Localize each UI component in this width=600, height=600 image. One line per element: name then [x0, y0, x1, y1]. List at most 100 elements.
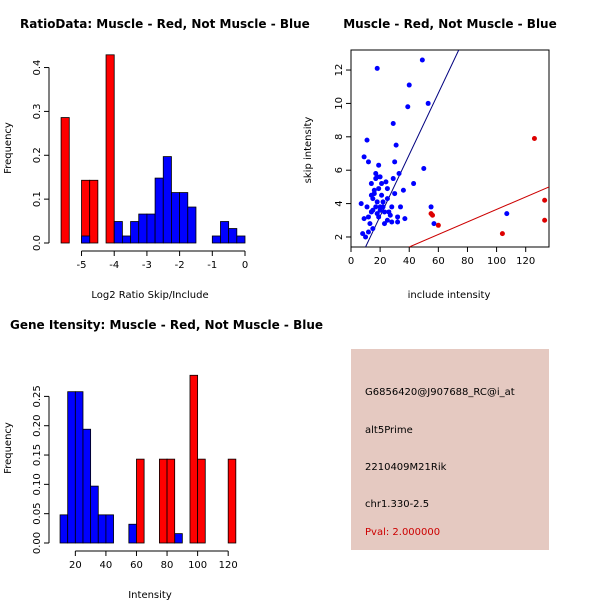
ratio-bar-not-muscle-7	[162, 156, 172, 244]
intensity-bar-muscle-1	[159, 458, 168, 544]
scatter-point-not-muscle-39	[392, 191, 398, 197]
intensity-y-tick-label: 0.25	[32, 385, 43, 407]
scatter-point-not-muscle-12	[371, 187, 377, 193]
scatter-point-not-muscle-31	[384, 217, 390, 223]
scatter-y-tick-label: 8	[334, 134, 345, 140]
scatter-point-not-muscle-41	[393, 142, 399, 148]
ratio-bar-not-muscle-9	[179, 192, 189, 244]
ratio-bar-not-muscle-14	[236, 235, 246, 244]
scatter-point-not-muscle-46	[400, 187, 406, 193]
intensity-x-tick-label: 40	[100, 560, 113, 571]
intensity-y-tick-label: 0.05	[32, 503, 43, 525]
scatter-y-tick-label: 2	[334, 234, 345, 240]
ratio-bar-not-muscle-13	[228, 228, 238, 244]
scatter-point-not-muscle-10	[370, 226, 376, 232]
intensity-x-axis-label: Intensity	[128, 590, 172, 600]
intensity-bar-muscle-5	[227, 458, 237, 544]
scatter-point-muscle-1	[430, 212, 436, 218]
scatter-point-not-muscle-42	[395, 219, 401, 225]
scatter-point-not-muscle-53	[425, 100, 431, 106]
ratio-bar-not-muscle-4	[138, 213, 148, 244]
pval-text: Pval: 2.000000	[365, 527, 441, 538]
scatter-point-not-muscle-51	[419, 57, 425, 63]
scatter-point-not-muscle-26	[380, 199, 386, 205]
ratio-bar-not-muscle-11	[211, 235, 221, 244]
scatter-point-not-muscle-62	[370, 196, 376, 202]
scatter-point-not-muscle-43	[395, 214, 401, 220]
ratio-x-tick-label: -5	[77, 260, 87, 271]
intensity-y-tick-label: 0.10	[32, 473, 43, 495]
scatter-point-muscle-2	[435, 222, 441, 228]
gene-intensity-histogram: Gene Itensity: Muscle - Red, Not Muscle …	[3, 318, 323, 600]
scatter-point-not-muscle-4	[365, 214, 371, 220]
scatter-point-not-muscle-65	[377, 204, 383, 210]
ratio-bar-not-muscle-12	[220, 221, 230, 244]
scatter-point-not-muscle-47	[402, 216, 408, 222]
ratio-bar-muscle-0	[60, 117, 70, 244]
scatter-x-tick-label: 40	[403, 256, 416, 267]
scatter-point-not-muscle-54	[428, 204, 434, 210]
scatter-x-tick-label: 0	[348, 256, 354, 267]
ratio-y-tick-label: 0.0	[32, 235, 43, 251]
intensity-x-tick-label: 100	[188, 560, 207, 571]
scatter-point-not-muscle-56	[504, 211, 510, 217]
scatter-point-not-muscle-27	[381, 209, 387, 215]
ratio-x-tick-label: -1	[207, 260, 217, 271]
intensity-bar-not-muscle-5	[97, 514, 107, 544]
scatter-y-axis-label: skip intensity	[303, 117, 314, 184]
scatter-point-muscle-6	[542, 217, 548, 223]
ratio-bar-not-muscle-3	[130, 221, 140, 244]
scatter-point-not-muscle-1	[361, 216, 367, 222]
scatter-point-not-muscle-0	[358, 201, 364, 207]
intensity-chart-title: Gene Itensity: Muscle - Red, Not Muscle …	[10, 318, 323, 332]
probe-id: G6856420@J907688_RC@i_at	[365, 387, 515, 398]
ratio-bar-muscle-2	[89, 179, 99, 244]
scatter-point-not-muscle-20	[376, 214, 382, 220]
scatter-point-not-muscle-30	[384, 196, 390, 202]
scatter-point-not-muscle-15	[374, 199, 380, 205]
ratio-bar-muscle-3	[105, 54, 115, 244]
scatter-point-not-muscle-60	[365, 159, 371, 165]
intensity-bar-muscle-0	[136, 458, 145, 544]
intensity-bar-not-muscle-7	[128, 523, 137, 544]
intensity-bar-not-muscle-3	[82, 428, 92, 544]
scatter-point-not-muscle-57	[360, 231, 366, 237]
scatter-point-not-muscle-32	[384, 186, 390, 192]
ratio-bar-muscle-1	[81, 179, 91, 244]
ratio-histogram: RatioData: Muscle - Red, Not Muscle - Bl…	[3, 17, 310, 301]
intensity-y-tick-label: 0.15	[32, 444, 43, 466]
intensity-x-tick-label: 20	[69, 560, 82, 571]
intensity-x-tick-label: 120	[219, 560, 238, 571]
gene-name: 2210409M21Rik	[365, 462, 447, 473]
scatter-point-not-muscle-29	[383, 179, 389, 185]
scatter-point-not-muscle-13	[373, 204, 379, 210]
scatter-point-not-muscle-55	[431, 221, 437, 227]
ratio-y-tick-label: 0.1	[32, 191, 43, 207]
ratio-bar-not-muscle-1	[113, 221, 123, 244]
ratio-bar-not-muscle-10	[187, 206, 197, 244]
chromosome-location: chr1.330-2.5	[365, 499, 430, 510]
intensity-y-tick-label: 0.00	[32, 532, 43, 554]
scatter-x-axis-label: include intensity	[408, 290, 491, 301]
scatter-point-not-muscle-61	[368, 181, 374, 187]
scatter-point-not-muscle-45	[398, 204, 403, 210]
scatter-point-not-muscle-9	[370, 207, 376, 213]
ratio-y-axis-label: Frequency	[3, 122, 14, 174]
ratio-x-tick-label: -3	[142, 260, 152, 271]
intensity-bar-not-muscle-6	[105, 514, 114, 544]
scatter-plot-frame	[350, 49, 550, 248]
scatter-point-not-muscle-28	[381, 221, 387, 227]
scatter-point-not-muscle-34	[387, 212, 393, 218]
ratio-y-tick-label: 0.4	[32, 60, 43, 76]
ratio-bar-not-muscle-2	[121, 235, 131, 244]
event-type: alt5Prime	[365, 425, 413, 436]
ratio-x-axis-label: Log2 Ratio Skip/Include	[91, 290, 208, 301]
scatter-x-tick-label: 120	[516, 256, 535, 267]
ratio-bar-not-muscle-8	[171, 192, 181, 244]
scatter-point-not-muscle-50	[411, 181, 417, 187]
scatter-point-not-muscle-37	[390, 120, 396, 126]
scatter-point-not-muscle-23	[379, 192, 385, 198]
scatter-point-not-muscle-64	[374, 174, 380, 180]
scatter-point-not-muscle-18	[376, 186, 382, 192]
